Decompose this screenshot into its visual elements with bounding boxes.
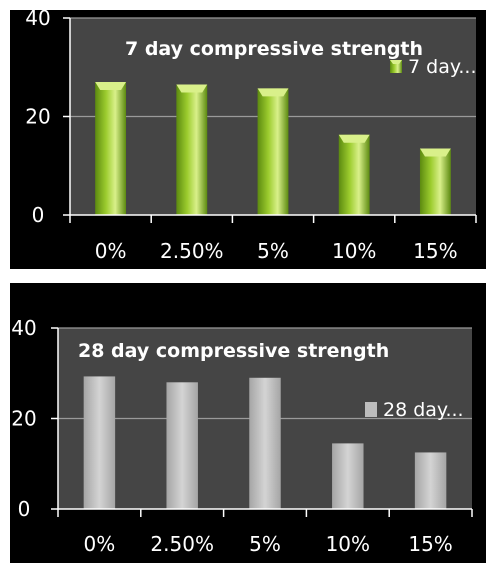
y-tick-label: 20	[11, 407, 36, 431]
bar-7-day	[338, 134, 370, 215]
x-tick-label: 5%	[257, 239, 289, 263]
legend-swatch-bevel	[390, 60, 402, 64]
legend-label: 7 day...	[408, 56, 477, 78]
bar-top-bevel	[176, 84, 208, 93]
x-tick-label: 10%	[326, 532, 370, 556]
x-tick-label: 2.50%	[150, 532, 214, 556]
chart-title: 7 day compressive strength	[125, 38, 423, 60]
y-tick-label: 0	[18, 497, 31, 521]
chart-title: 28 day compressive strength	[78, 340, 389, 362]
bar-7-day	[257, 88, 289, 215]
chart-panel-28-day: 0 20 40 0% 2.50% 5% 10% 15% 28 day compressive s…	[10, 283, 486, 563]
legend-swatch	[365, 402, 377, 417]
x-tick-label: 5%	[249, 532, 281, 556]
y-tick-label: 0	[32, 203, 45, 227]
bar-top-bevel	[95, 82, 127, 91]
y-tick-label: 20	[25, 105, 50, 129]
x-tick-label: 0%	[84, 532, 116, 556]
chart-panel-7-day: 0 20 40 0% 2.50% 5% 10% 15% 7 day compressive st…	[10, 10, 486, 269]
bar-28-day	[332, 443, 364, 509]
bar-28-day	[166, 382, 198, 509]
bar-7-day	[95, 82, 127, 216]
y-tick-label: 40	[25, 10, 50, 30]
x-tick-label: 0%	[95, 239, 127, 263]
x-tick-label: 2.50%	[160, 239, 224, 263]
x-tick-label: 10%	[332, 239, 376, 263]
chart-7-day: 0 20 40 0% 2.50% 5% 10% 15% 7 day compressive st…	[25, 10, 477, 263]
legend-label: 28 day...	[383, 399, 464, 421]
bar-28-day	[414, 452, 447, 509]
bar-7-day	[176, 84, 208, 215]
bar-top-bevel	[419, 148, 451, 157]
bar-top-bevel	[257, 88, 289, 97]
bar-7-day	[419, 148, 451, 215]
bar-28-day	[249, 377, 281, 509]
bar-top-bevel	[338, 134, 370, 143]
chart-28-day: 0 20 40 0% 2.50% 5% 10% 15% 28 day compressive s…	[11, 316, 473, 556]
x-tick-label: 15%	[413, 239, 457, 263]
y-tick-label: 40	[11, 316, 36, 340]
x-tick-label: 15%	[408, 532, 452, 556]
bar-28-day	[83, 376, 116, 509]
